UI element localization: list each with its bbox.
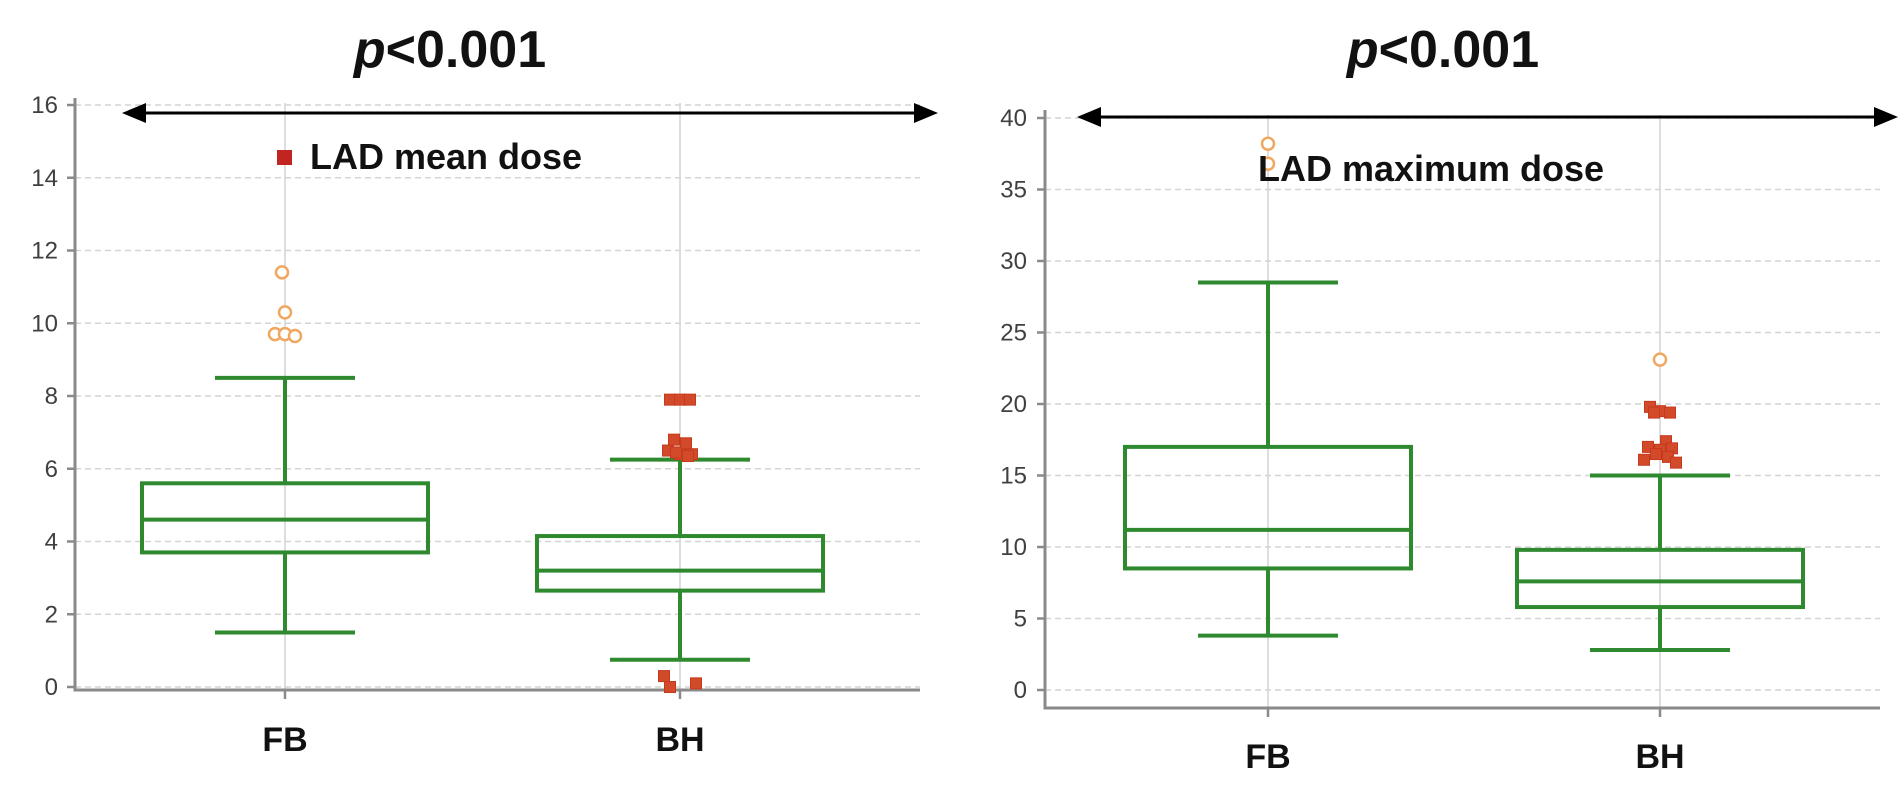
- mean-dose-y-tick-label: 2: [45, 601, 58, 628]
- mean-dose-title-italic: p: [352, 21, 386, 79]
- maximum-dose-legend: LAD maximum dose: [1258, 148, 1604, 189]
- maximum-dose-bh-category-label: BH: [1635, 738, 1684, 776]
- maximum-dose-y-tick-label: 30: [1000, 248, 1027, 275]
- mean-dose-axes: [73, 98, 920, 692]
- mean-dose-title-rest: <0.001: [386, 21, 547, 79]
- maximum-dose-bh-outlier-square: [1642, 440, 1654, 453]
- maximum-dose-y-tick-label: 10: [1000, 534, 1027, 561]
- maximum-dose-y-tick-label: 25: [1000, 320, 1027, 347]
- maximum-dose-y-tick-label: 5: [1014, 606, 1027, 633]
- mean-dose-bh-outlier-square: [664, 681, 676, 693]
- maximum-dose-arrow: [1077, 107, 1898, 127]
- maximum-dose-title-rest: <0.001: [1379, 21, 1540, 79]
- mean-dose-bh-outlier-square: [674, 393, 686, 406]
- mean-dose-y-tick-label: 0: [45, 674, 58, 701]
- mean-dose-y-tick-label: 8: [45, 383, 58, 410]
- mean-dose-legend: LAD mean dose: [277, 136, 582, 177]
- maximum-dose-fb-category-label: FB: [1245, 738, 1290, 776]
- maximum-dose-y-tick-label: 40: [1000, 105, 1027, 132]
- mean-dose-bh-outlier-square: [680, 437, 692, 450]
- mean-dose-y-tick-label: 12: [31, 238, 58, 265]
- mean-dose-bh-outlier-square: [668, 433, 680, 446]
- maximum-dose-bh-outlier-square: [1648, 406, 1660, 419]
- maximum-dose-bh-outlier-square: [1670, 456, 1682, 469]
- mean-dose-bh-outlier-square: [684, 393, 696, 406]
- mean-dose-y-tick-label: 4: [45, 529, 58, 556]
- maximum-dose-bh-outlier-square: [1664, 406, 1676, 419]
- maximum-dose-fb-box: [1123, 444, 1413, 571]
- maximum-dose-bh-box: [1515, 547, 1805, 610]
- maximum-dose-fb-outlier-circle: [1260, 156, 1276, 172]
- maximum-dose-y-tick-label: 35: [1000, 177, 1027, 204]
- maximum-dose-panel: p<0.001 0 5 10 15 20 25 30 35 40 FB BH LAD maximu…: [1000, 21, 1898, 776]
- mean-dose-bh-outlier-square: [670, 446, 682, 459]
- mean-dose-bh-outlier-square: [658, 670, 670, 683]
- mean-dose-arrow: [122, 103, 938, 123]
- mean-dose-fb-outlier-circle: [287, 328, 303, 344]
- mean-dose-legend-label: LAD mean dose: [310, 136, 582, 177]
- mean-dose-fb-outlier-circle: [274, 265, 290, 280]
- mean-dose-bh-outlier-square: [690, 677, 702, 690]
- maximum-dose-title-italic: p: [1345, 21, 1379, 79]
- maximum-dose-legend-label: LAD maximum dose: [1258, 148, 1604, 189]
- mean-dose-y-tick-label: 16: [31, 92, 58, 119]
- maximum-dose-y-tick-label: 0: [1014, 677, 1027, 704]
- mean-dose-bh-outlier-square: [682, 450, 694, 463]
- maximum-dose-axes: [1043, 110, 1880, 710]
- mean-dose-fb-category-label: FB: [262, 721, 307, 759]
- maximum-dose-bh-outlier-circle: [1652, 352, 1668, 367]
- maximum-dose-y-tick-label: 20: [1000, 391, 1027, 418]
- mean-dose-bh-outlier-square: [664, 393, 676, 406]
- mean-dose-y-tick-label: 6: [45, 456, 58, 483]
- mean-dose-fb-outlier-circle: [277, 305, 293, 320]
- mean-dose-bh-category-label: BH: [655, 721, 704, 759]
- mean-dose-panel: p<0.001 0 2 4 6 8 10 12 14 16 FB BH LAD mean dose: [31, 21, 938, 759]
- maximum-dose-fb-outlier-circle: [1260, 136, 1276, 151]
- mean-dose-y-tick-label: 10: [31, 310, 58, 337]
- maximum-dose-bh-outlier-square: [1650, 448, 1662, 461]
- legend-marker: [277, 150, 292, 165]
- mean-dose-y-tick-label: 14: [31, 165, 58, 192]
- maximum-dose-title: p<0.001: [1345, 21, 1539, 79]
- mean-dose-bh-box: [535, 534, 825, 593]
- maximum-dose-bh-outlier-square: [1638, 453, 1650, 466]
- maximum-dose-y-tick-label: 15: [1000, 463, 1027, 490]
- mean-dose-title: p<0.001: [352, 21, 546, 79]
